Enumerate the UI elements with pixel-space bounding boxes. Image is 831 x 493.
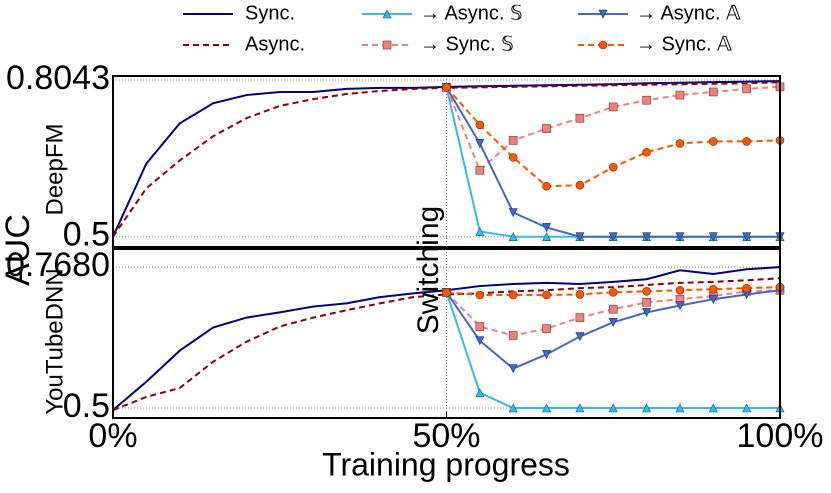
legend-label: → Async. 𝕊	[420, 2, 523, 24]
marker	[675, 139, 685, 148]
marker	[575, 290, 585, 299]
legend-label: Async.	[245, 33, 305, 55]
marker	[542, 223, 552, 233]
marker	[508, 331, 518, 340]
y-tick-label: 0.8043	[6, 59, 110, 97]
y-axis-label: AUC	[0, 214, 37, 286]
marker	[742, 283, 751, 293]
marker	[608, 318, 618, 328]
marker	[475, 336, 485, 346]
marker	[475, 165, 485, 175]
series-line	[445, 289, 781, 370]
marker	[742, 403, 752, 413]
marker	[475, 226, 485, 236]
legend-label: → Sync. 𝕊	[420, 33, 514, 55]
series-line	[112, 277, 781, 412]
legend-label: → Async. 𝔸	[636, 2, 741, 24]
marker	[675, 232, 685, 242]
marker	[542, 350, 552, 360]
marker	[508, 232, 518, 241]
marker	[742, 137, 751, 146]
legend-marker	[598, 9, 608, 19]
marker	[508, 403, 518, 413]
marker	[542, 124, 551, 133]
legend-marker	[598, 40, 608, 50]
marker	[575, 332, 585, 342]
x-tick-label: 50%	[412, 417, 480, 455]
marker	[608, 304, 618, 314]
marker	[475, 388, 485, 398]
marker	[575, 403, 585, 413]
marker	[642, 308, 652, 318]
x-tick-label: 0%	[88, 417, 137, 455]
marker	[542, 403, 552, 413]
marker	[642, 403, 652, 413]
marker	[608, 288, 618, 297]
marker	[508, 290, 518, 300]
marker	[508, 136, 518, 145]
marker	[575, 113, 585, 123]
marker	[675, 301, 685, 311]
marker	[642, 95, 651, 105]
marker	[475, 290, 485, 300]
marker	[742, 232, 752, 242]
panel-label: DeepFM	[41, 123, 68, 215]
marker	[642, 287, 651, 296]
marker	[508, 208, 518, 218]
marker	[708, 87, 718, 97]
marker	[508, 364, 518, 374]
marker	[708, 137, 718, 146]
series-line	[446, 286, 781, 296]
marker	[675, 403, 685, 413]
marker	[542, 232, 552, 241]
marker	[608, 232, 618, 242]
x-axis-label: Training progress	[322, 446, 570, 482]
marker	[708, 294, 718, 304]
marker	[642, 232, 652, 242]
marker	[608, 162, 618, 172]
marker	[608, 102, 618, 112]
marker	[575, 232, 585, 242]
marker	[642, 298, 651, 307]
y-tick-label: 0.5	[63, 387, 110, 425]
marker	[542, 181, 551, 191]
marker	[742, 84, 751, 94]
marker	[442, 83, 451, 92]
series-line	[445, 85, 781, 172]
marker	[675, 285, 685, 295]
marker	[675, 90, 685, 100]
series-line	[112, 80, 781, 238]
marker	[475, 139, 485, 149]
annotation: Switching	[412, 206, 445, 334]
x-tick-label: 100%	[737, 417, 824, 455]
y-tick-label: 0.5	[63, 216, 110, 254]
marker	[508, 153, 518, 162]
marker	[542, 324, 551, 333]
marker	[708, 284, 718, 294]
marker	[575, 180, 585, 190]
marker	[708, 403, 718, 413]
marker	[642, 147, 651, 157]
plot-frame	[112, 75, 781, 248]
legend-marker	[382, 9, 392, 19]
legend-label: → Sync. 𝔸	[636, 33, 732, 55]
marker	[475, 120, 485, 130]
marker	[475, 322, 485, 331]
series-line	[112, 81, 781, 238]
marker	[708, 232, 718, 242]
marker	[575, 313, 585, 322]
legend-marker	[382, 40, 392, 50]
marker	[542, 290, 551, 300]
y-tick-label: 0.7680	[6, 246, 110, 284]
panel-label: YouTubeDNN	[41, 268, 68, 414]
plot-frame	[112, 248, 781, 419]
legend-label: Sync.	[245, 2, 295, 24]
marker	[608, 403, 618, 413]
marker	[442, 288, 451, 297]
